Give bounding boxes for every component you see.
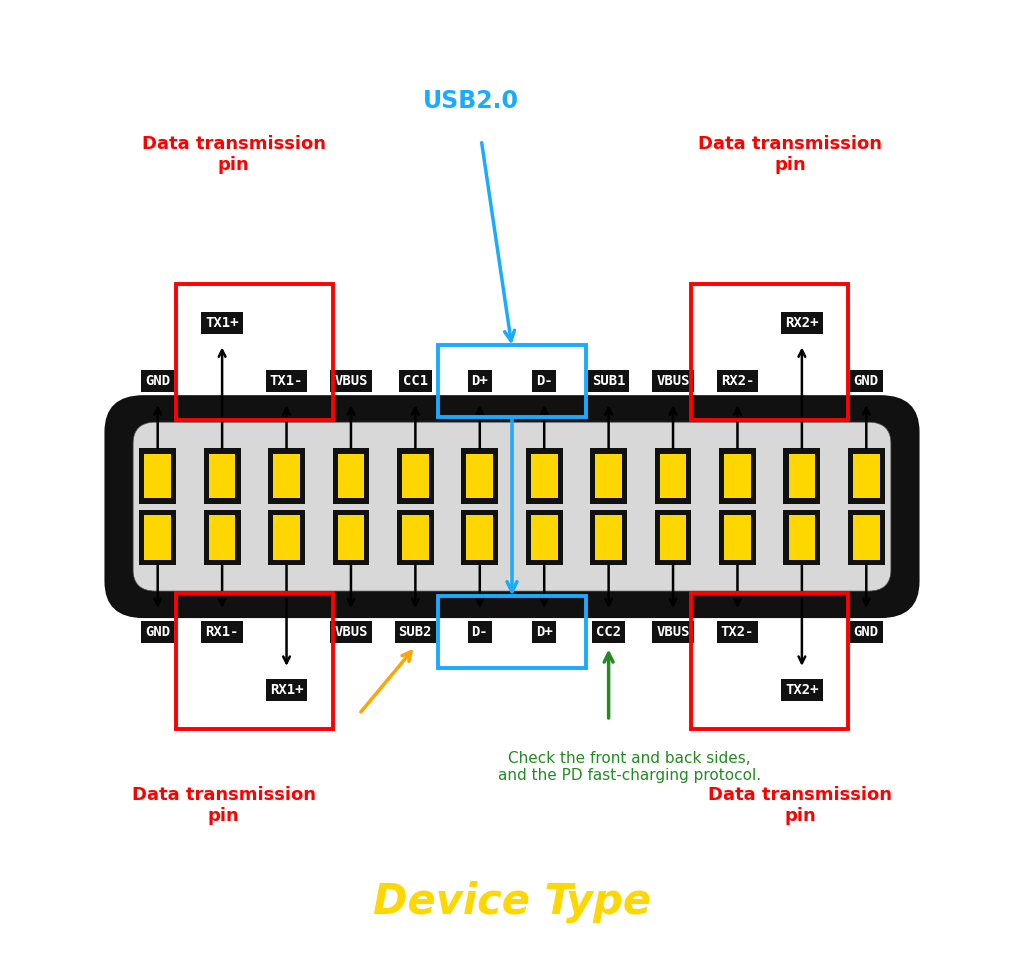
Text: D+: D+ xyxy=(471,374,488,388)
Bar xyxy=(402,515,429,560)
FancyBboxPatch shape xyxy=(333,448,370,504)
FancyBboxPatch shape xyxy=(268,510,305,565)
FancyBboxPatch shape xyxy=(397,448,434,504)
Bar xyxy=(788,515,815,560)
Text: RX2+: RX2+ xyxy=(785,317,818,330)
FancyBboxPatch shape xyxy=(397,510,434,565)
FancyBboxPatch shape xyxy=(462,510,499,565)
Bar xyxy=(144,515,171,560)
FancyBboxPatch shape xyxy=(333,510,370,565)
Bar xyxy=(724,515,751,560)
Text: RX2-: RX2- xyxy=(721,374,755,388)
FancyBboxPatch shape xyxy=(139,510,176,565)
FancyBboxPatch shape xyxy=(525,510,562,565)
Bar xyxy=(338,454,365,498)
Text: TX1-: TX1- xyxy=(269,374,303,388)
Text: SUB1: SUB1 xyxy=(592,374,626,388)
FancyBboxPatch shape xyxy=(590,448,627,504)
FancyBboxPatch shape xyxy=(139,448,176,504)
Text: GND: GND xyxy=(854,625,879,639)
Bar xyxy=(595,454,622,498)
Text: Data transmission
pin: Data transmission pin xyxy=(698,135,882,174)
Bar xyxy=(788,454,815,498)
Bar xyxy=(209,515,236,560)
Text: GND: GND xyxy=(145,625,170,639)
Text: D-: D- xyxy=(471,625,488,639)
FancyBboxPatch shape xyxy=(783,448,820,504)
FancyBboxPatch shape xyxy=(268,448,305,504)
Text: Check the front and back sides,
and the PD fast-charging protocol.: Check the front and back sides, and the … xyxy=(498,751,761,784)
Text: D-: D- xyxy=(536,374,553,388)
Bar xyxy=(595,515,622,560)
FancyBboxPatch shape xyxy=(783,510,820,565)
Bar xyxy=(659,515,686,560)
Bar xyxy=(467,454,494,498)
Bar xyxy=(853,454,880,498)
Text: D+: D+ xyxy=(536,625,553,639)
FancyBboxPatch shape xyxy=(848,510,885,565)
Text: VBUS: VBUS xyxy=(334,374,368,388)
Text: GND: GND xyxy=(145,374,170,388)
Text: Data transmission
pin: Data transmission pin xyxy=(132,786,315,825)
Text: Device Type: Device Type xyxy=(373,881,651,924)
Bar xyxy=(402,454,429,498)
FancyBboxPatch shape xyxy=(133,423,891,591)
Text: TX2+: TX2+ xyxy=(785,683,818,697)
FancyBboxPatch shape xyxy=(719,448,756,504)
Bar xyxy=(659,454,686,498)
FancyBboxPatch shape xyxy=(104,396,920,619)
Bar xyxy=(724,454,751,498)
Text: RX1-: RX1- xyxy=(206,625,239,639)
Text: VBUS: VBUS xyxy=(334,625,368,639)
FancyBboxPatch shape xyxy=(719,510,756,565)
Bar xyxy=(273,454,300,498)
Text: VBUS: VBUS xyxy=(656,374,690,388)
FancyBboxPatch shape xyxy=(525,448,562,504)
FancyBboxPatch shape xyxy=(848,448,885,504)
FancyBboxPatch shape xyxy=(204,448,241,504)
Text: Data transmission
pin: Data transmission pin xyxy=(142,135,326,174)
FancyBboxPatch shape xyxy=(590,510,627,565)
Bar xyxy=(467,515,494,560)
Text: Data transmission
pin: Data transmission pin xyxy=(709,786,892,825)
FancyBboxPatch shape xyxy=(654,448,691,504)
Bar xyxy=(530,515,557,560)
Bar xyxy=(209,454,236,498)
Text: TX2-: TX2- xyxy=(721,625,755,639)
Bar xyxy=(338,515,365,560)
FancyBboxPatch shape xyxy=(204,510,241,565)
Text: USB2.0: USB2.0 xyxy=(423,90,519,113)
Bar xyxy=(273,515,300,560)
Text: GND: GND xyxy=(854,374,879,388)
Text: TX1+: TX1+ xyxy=(206,317,239,330)
Text: VBUS: VBUS xyxy=(656,625,690,639)
Text: SUB2: SUB2 xyxy=(398,625,432,639)
Bar xyxy=(530,454,557,498)
Text: RX1+: RX1+ xyxy=(269,683,303,697)
Text: CC2: CC2 xyxy=(596,625,622,639)
Bar xyxy=(144,454,171,498)
Bar xyxy=(853,515,880,560)
Text: CC1: CC1 xyxy=(402,374,428,388)
FancyBboxPatch shape xyxy=(654,510,691,565)
FancyBboxPatch shape xyxy=(462,448,499,504)
